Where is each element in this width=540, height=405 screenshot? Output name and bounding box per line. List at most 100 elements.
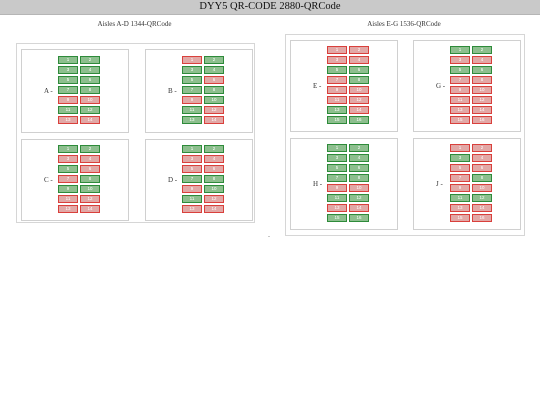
bin-cell[interactable]: 13 [182, 205, 202, 213]
bin-cell[interactable]: 14 [204, 116, 224, 124]
bin-cell[interactable]: 7 [450, 174, 470, 182]
bin-cell[interactable]: 12 [204, 106, 224, 114]
aisle-c[interactable]: C -1 2 3 4 5 6 7 8 9 10 11 12 13 14 [21, 139, 129, 221]
bin-cell[interactable]: 3 [327, 154, 347, 162]
bin-cell[interactable]: 8 [204, 175, 224, 183]
bin-cell[interactable]: 6 [204, 165, 224, 173]
bin-cell[interactable]: 16 [472, 116, 492, 124]
bin-cell[interactable]: 3 [58, 66, 78, 74]
bin-cell[interactable]: 3 [450, 154, 470, 162]
bin-cell[interactable]: 11 [182, 195, 202, 203]
bin-cell[interactable]: 9 [450, 86, 470, 94]
bin-cell[interactable]: 8 [472, 76, 492, 84]
bin-cell[interactable]: 14 [80, 116, 100, 124]
bin-cell[interactable]: 7 [58, 175, 78, 183]
bin-cell[interactable]: 10 [204, 185, 224, 193]
bin-cell[interactable]: 1 [450, 144, 470, 152]
bin-cell[interactable]: 6 [349, 164, 369, 172]
bin-cell[interactable]: 10 [80, 185, 100, 193]
bin-cell[interactable]: 14 [80, 205, 100, 213]
bin-cell[interactable]: 7 [450, 76, 470, 84]
bin-cell[interactable]: 1 [182, 145, 202, 153]
aisle-h[interactable]: H -1 2 3 4 5 6 7 8 9 10 11 12 13 14 15 16 [290, 138, 398, 230]
bin-cell[interactable]: 4 [472, 56, 492, 64]
aisle-g[interactable]: G -1 2 3 4 5 6 7 8 9 10 11 12 13 14 15 16 [413, 40, 521, 132]
bin-cell[interactable]: 16 [472, 214, 492, 222]
bin-cell[interactable]: 13 [327, 106, 347, 114]
bin-cell[interactable]: 4 [204, 155, 224, 163]
bin-cell[interactable]: 2 [349, 46, 369, 54]
bin-cell[interactable]: 11 [327, 194, 347, 202]
bin-cell[interactable]: 12 [472, 96, 492, 104]
bin-cell[interactable]: 6 [80, 165, 100, 173]
bin-cell[interactable]: 2 [349, 144, 369, 152]
bin-cell[interactable]: 15 [450, 116, 470, 124]
bin-cell[interactable]: 3 [450, 56, 470, 64]
bin-cell[interactable]: 4 [204, 66, 224, 74]
bin-cell[interactable]: 15 [327, 214, 347, 222]
bin-cell[interactable]: 2 [204, 56, 224, 64]
bin-cell[interactable]: 14 [349, 204, 369, 212]
bin-cell[interactable]: 11 [58, 106, 78, 114]
bin-cell[interactable]: 8 [80, 86, 100, 94]
bin-cell[interactable]: 10 [204, 96, 224, 104]
bin-cell[interactable]: 2 [472, 144, 492, 152]
bin-cell[interactable]: 10 [349, 86, 369, 94]
bin-cell[interactable]: 12 [349, 194, 369, 202]
bin-cell[interactable]: 11 [450, 96, 470, 104]
bin-cell[interactable]: 1 [327, 46, 347, 54]
bin-cell[interactable]: 6 [349, 66, 369, 74]
bin-cell[interactable]: 13 [58, 116, 78, 124]
bin-cell[interactable]: 3 [182, 66, 202, 74]
bin-cell[interactable]: 16 [349, 214, 369, 222]
aisle-j[interactable]: J -1 2 3 4 5 6 7 8 9 10 11 12 13 14 15 16 [413, 138, 521, 230]
bin-cell[interactable]: 6 [80, 76, 100, 84]
aisle-a[interactable]: A -1 2 3 4 5 6 7 8 9 10 11 12 13 14 [21, 49, 129, 133]
bin-cell[interactable]: 6 [204, 76, 224, 84]
bin-cell[interactable]: 8 [204, 86, 224, 94]
bin-cell[interactable]: 14 [472, 106, 492, 114]
bin-cell[interactable]: 2 [204, 145, 224, 153]
bin-cell[interactable]: 1 [450, 46, 470, 54]
bin-cell[interactable]: 8 [349, 76, 369, 84]
bin-cell[interactable]: 11 [450, 194, 470, 202]
bin-cell[interactable]: 6 [472, 164, 492, 172]
bin-cell[interactable]: 1 [182, 56, 202, 64]
bin-cell[interactable]: 9 [182, 185, 202, 193]
bin-cell[interactable]: 5 [58, 165, 78, 173]
bin-cell[interactable]: 13 [182, 116, 202, 124]
bin-cell[interactable]: 14 [349, 106, 369, 114]
bin-cell[interactable]: 12 [349, 96, 369, 104]
bin-cell[interactable]: 1 [327, 144, 347, 152]
bin-cell[interactable]: 12 [80, 195, 100, 203]
bin-cell[interactable]: 2 [472, 46, 492, 54]
bin-cell[interactable]: 14 [204, 205, 224, 213]
bin-cell[interactable]: 4 [472, 154, 492, 162]
bin-cell[interactable]: 4 [349, 154, 369, 162]
bin-cell[interactable]: 5 [182, 76, 202, 84]
bin-cell[interactable]: 12 [80, 106, 100, 114]
bin-cell[interactable]: 4 [80, 66, 100, 74]
bin-cell[interactable]: 2 [80, 56, 100, 64]
bin-cell[interactable]: 7 [182, 175, 202, 183]
bin-cell[interactable]: 5 [450, 164, 470, 172]
bin-cell[interactable]: 10 [80, 96, 100, 104]
bin-cell[interactable]: 11 [327, 96, 347, 104]
aisle-d[interactable]: D -1 2 3 4 5 6 7 8 9 10 11 12 13 14 [145, 139, 253, 221]
bin-cell[interactable]: 6 [472, 66, 492, 74]
bin-cell[interactable]: 4 [80, 155, 100, 163]
bin-cell[interactable]: 12 [204, 195, 224, 203]
bin-cell[interactable]: 14 [472, 204, 492, 212]
bin-cell[interactable]: 8 [472, 174, 492, 182]
bin-cell[interactable]: 1 [58, 56, 78, 64]
bin-cell[interactable]: 16 [349, 116, 369, 124]
bin-cell[interactable]: 7 [327, 76, 347, 84]
bin-cell[interactable]: 7 [327, 174, 347, 182]
bin-cell[interactable]: 13 [327, 204, 347, 212]
bin-cell[interactable]: 11 [58, 195, 78, 203]
bin-cell[interactable]: 15 [450, 214, 470, 222]
bin-cell[interactable]: 13 [450, 204, 470, 212]
aisle-b[interactable]: B -1 2 3 4 5 6 7 8 9 10 11 12 13 14 [145, 49, 253, 133]
bin-cell[interactable]: 12 [472, 194, 492, 202]
bin-cell[interactable]: 9 [450, 184, 470, 192]
